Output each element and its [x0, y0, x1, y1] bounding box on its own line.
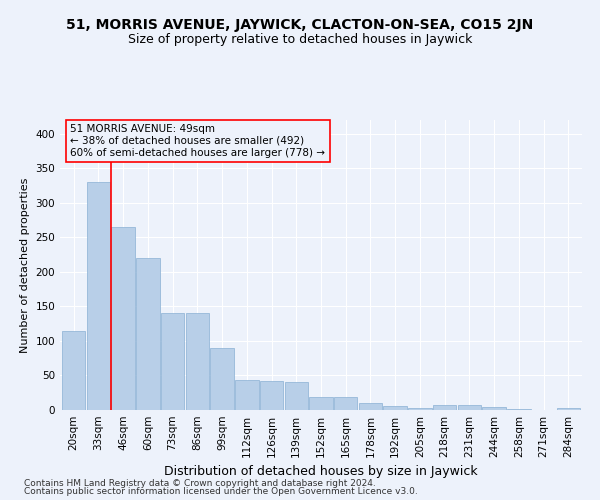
Bar: [185, 314, 209, 410]
Text: Size of property relative to detached houses in Jaywick: Size of property relative to detached ho…: [128, 32, 472, 46]
Bar: [284, 382, 308, 410]
Bar: [383, 406, 407, 410]
Bar: [359, 403, 382, 410]
Bar: [557, 408, 580, 410]
Text: 51 MORRIS AVENUE: 49sqm
← 38% of detached houses are smaller (492)
60% of semi-d: 51 MORRIS AVENUE: 49sqm ← 38% of detache…: [70, 124, 325, 158]
Text: Contains public sector information licensed under the Open Government Licence v3: Contains public sector information licen…: [24, 487, 418, 496]
Bar: [62, 330, 85, 410]
Bar: [210, 348, 234, 410]
Y-axis label: Number of detached properties: Number of detached properties: [20, 178, 30, 352]
Text: Contains HM Land Registry data © Crown copyright and database right 2024.: Contains HM Land Registry data © Crown c…: [24, 478, 376, 488]
Bar: [86, 182, 110, 410]
Bar: [260, 381, 283, 410]
Text: 51, MORRIS AVENUE, JAYWICK, CLACTON-ON-SEA, CO15 2JN: 51, MORRIS AVENUE, JAYWICK, CLACTON-ON-S…: [67, 18, 533, 32]
Bar: [235, 380, 259, 410]
Bar: [161, 314, 184, 410]
Bar: [408, 408, 432, 410]
Bar: [309, 397, 333, 410]
Bar: [112, 227, 135, 410]
Bar: [433, 405, 457, 410]
Bar: [136, 258, 160, 410]
Bar: [482, 407, 506, 410]
Bar: [507, 408, 530, 410]
Bar: [334, 397, 358, 410]
Bar: [458, 405, 481, 410]
X-axis label: Distribution of detached houses by size in Jaywick: Distribution of detached houses by size …: [164, 466, 478, 478]
